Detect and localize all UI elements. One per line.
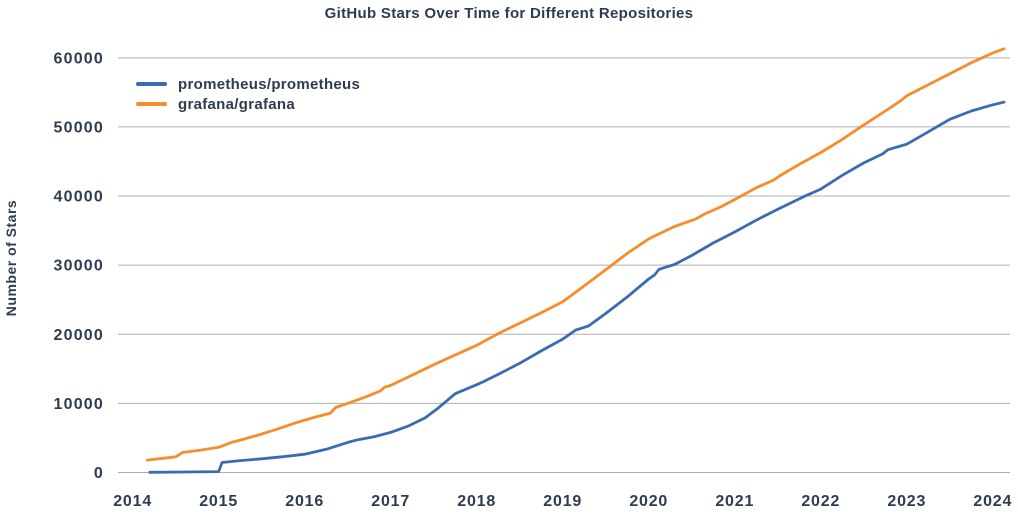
series-line-prometheus xyxy=(148,100,1006,474)
x-tick-label: 2017 xyxy=(371,493,410,510)
x-tick-label: 2020 xyxy=(629,493,668,510)
legend-swatch-grafana xyxy=(136,102,167,106)
x-tick-label: 2024 xyxy=(973,493,1012,510)
x-tick-label: 2021 xyxy=(715,493,754,510)
legend: prometheus/prometheus grafana/grafana xyxy=(136,74,360,114)
y-tick-label: 10000 xyxy=(54,396,105,413)
legend-item-grafana: grafana/grafana xyxy=(136,94,360,114)
x-tick-label: 2019 xyxy=(543,493,582,510)
y-tick-label: 60000 xyxy=(54,50,105,67)
y-tick-label: 20000 xyxy=(54,327,105,344)
y-tick-label: 0 xyxy=(94,465,104,482)
legend-item-prometheus: prometheus/prometheus xyxy=(136,74,360,94)
x-tick-label: 2014 xyxy=(113,493,152,510)
x-tick-label: 2015 xyxy=(199,493,238,510)
legend-label-prometheus: prometheus/prometheus xyxy=(178,75,361,93)
y-tick-label: 50000 xyxy=(54,119,105,136)
x-tick-label: 2018 xyxy=(457,493,496,510)
legend-swatch-prometheus xyxy=(136,82,167,86)
series-line-grafana xyxy=(145,47,1006,462)
chart-title: GitHub Stars Over Time for Different Rep… xyxy=(324,5,694,22)
x-tick-label: 2016 xyxy=(285,493,324,510)
legend-label-grafana: grafana/grafana xyxy=(178,95,296,113)
x-tick-label: 2022 xyxy=(801,493,840,510)
x-tick-label: 2023 xyxy=(887,493,926,510)
y-tick-label: 30000 xyxy=(54,258,105,275)
y-tick-label: 40000 xyxy=(54,189,105,206)
